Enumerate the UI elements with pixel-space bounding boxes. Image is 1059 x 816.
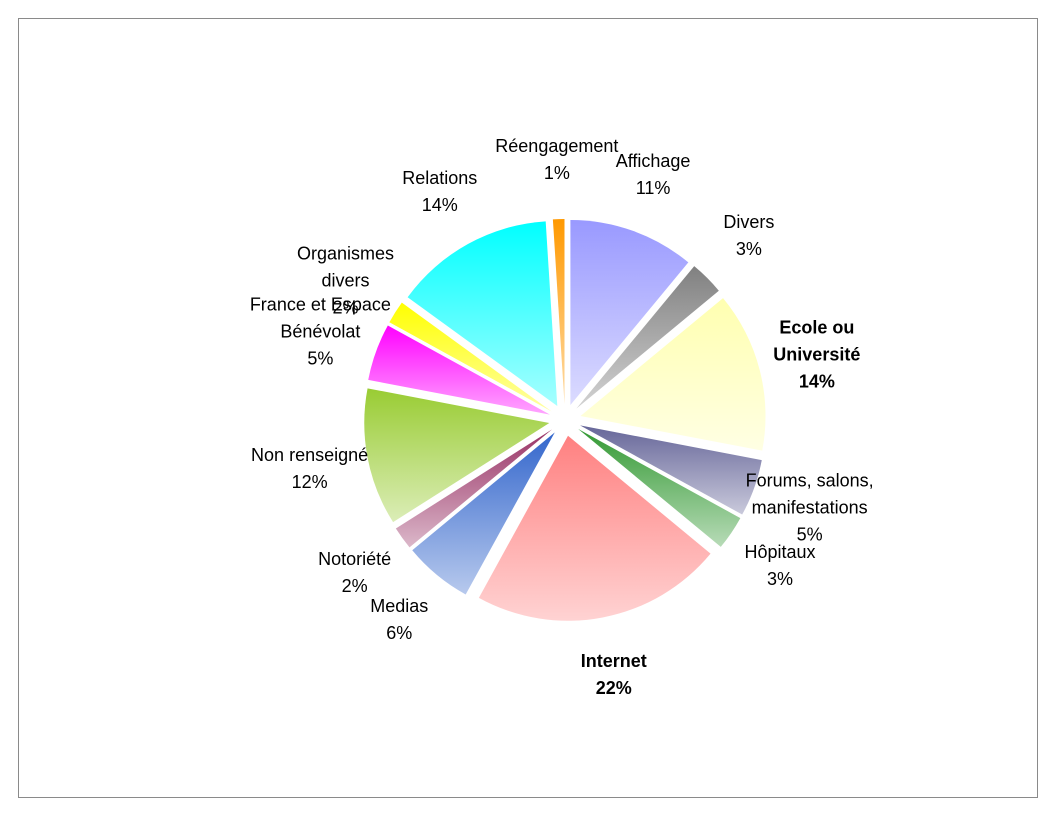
- pie-slice: [570, 219, 689, 405]
- pie-slice: [368, 325, 550, 415]
- slice-label: Hôpitaux 3%: [705, 539, 855, 593]
- slice-label: Non renseigné 12%: [235, 442, 385, 496]
- slice-label: Ecole ou Université 14%: [742, 315, 892, 396]
- value-label: 11%: [635, 178, 671, 199]
- category-label: Notoriété: [318, 548, 392, 569]
- category-label: Forums, salons, manifestations: [745, 470, 874, 518]
- category-label: Medias: [370, 596, 429, 617]
- value-label: 2%: [341, 575, 368, 596]
- pie-slice: [580, 425, 762, 515]
- value-label: 1%: [543, 163, 570, 184]
- value-label: 2%: [332, 297, 359, 318]
- value-label: 6%: [386, 623, 413, 644]
- pie-slice: [580, 298, 766, 451]
- value-label: 14%: [421, 195, 458, 216]
- pie-slice: [552, 219, 565, 405]
- category-label: Relations: [402, 168, 478, 189]
- slice-label: France et Espace Bénévolat 5%: [245, 291, 395, 372]
- slice-label: Affichage 11%: [578, 148, 728, 202]
- slice-label: Divers 3%: [674, 209, 824, 263]
- pie-slice: [478, 435, 711, 621]
- value-label: 12%: [291, 471, 328, 492]
- slice-label: Internet 22%: [539, 648, 689, 702]
- pie-slice: [576, 266, 719, 409]
- value-label: 3%: [767, 569, 794, 590]
- value-label: 14%: [798, 371, 835, 392]
- value-label: 22%: [595, 678, 632, 699]
- category-label: Non renseigné: [251, 444, 369, 465]
- category-label: Ecole ou Université: [773, 317, 861, 365]
- pie-slice: [389, 302, 552, 412]
- category-label: Réengagement: [495, 136, 619, 157]
- category-label: Organismes divers: [296, 243, 394, 291]
- pie-slice: [395, 429, 553, 548]
- category-label: Divers: [723, 212, 775, 233]
- pie-slice: [407, 221, 558, 406]
- slice-label: Relations 14%: [365, 165, 515, 219]
- slice-label: Medias 6%: [324, 593, 474, 647]
- pie-slice: [364, 388, 550, 523]
- slice-label: Organismes divers 2%: [270, 240, 420, 321]
- slice-label: Réengagement 1%: [482, 133, 632, 187]
- slice-label: Forums, salons, manifestations 5%: [735, 468, 885, 549]
- pie-slice: [412, 432, 555, 595]
- slice-label: Notoriété 2%: [280, 546, 430, 600]
- category-label: France et Espace Bénévolat: [249, 294, 391, 342]
- value-label: 3%: [735, 239, 762, 260]
- value-label: 5%: [307, 348, 334, 369]
- chart-frame: [18, 18, 1038, 798]
- category-label: Internet: [580, 651, 647, 672]
- category-label: Affichage: [615, 151, 691, 172]
- value-label: 5%: [796, 524, 823, 545]
- category-label: Hôpitaux: [744, 542, 816, 563]
- pie-slice: [578, 428, 741, 547]
